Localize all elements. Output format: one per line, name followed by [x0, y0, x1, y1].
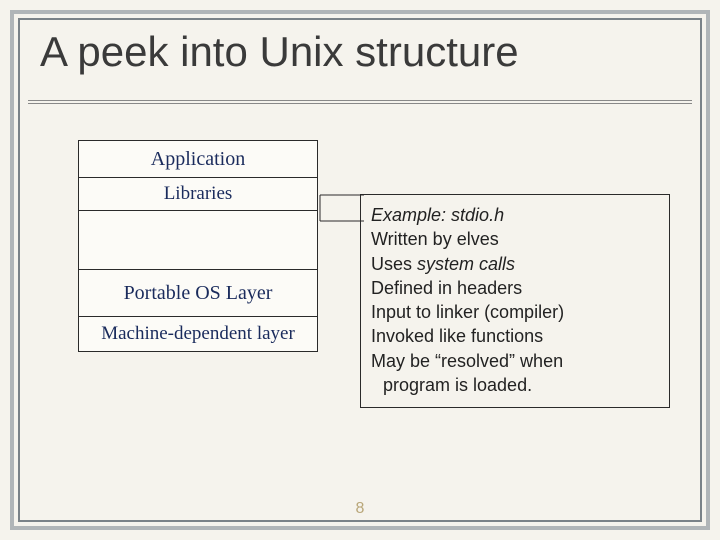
callout-box: Example: stdio.h Written by elves Uses s…	[360, 194, 670, 408]
layer-application: Application	[78, 140, 318, 178]
callout-line-6: Invoked like functions	[371, 324, 659, 348]
callout-line-2: Written by elves	[371, 227, 659, 251]
callout-line-7: May be “resolved” when	[371, 349, 659, 373]
callout-line-4: Defined in headers	[371, 276, 659, 300]
layer-stack: Application Libraries Portable OS Layer …	[78, 140, 318, 351]
title-underline	[28, 100, 692, 104]
layer-blank	[78, 210, 318, 270]
layer-libraries: Libraries	[78, 177, 318, 211]
slide-title: A peek into Unix structure	[40, 28, 519, 76]
callout-line-1: Example: stdio.h	[371, 203, 659, 227]
callout-line-8: program is loaded.	[371, 373, 659, 397]
layer-portable-os: Portable OS Layer	[78, 269, 318, 317]
layer-machine-dependent: Machine-dependent layer	[78, 316, 318, 352]
callout-line-3: Uses system calls	[371, 252, 659, 276]
page-number: 8	[0, 500, 720, 518]
callout-line-5: Input to linker (compiler)	[371, 300, 659, 324]
callout-connector	[320, 191, 364, 225]
